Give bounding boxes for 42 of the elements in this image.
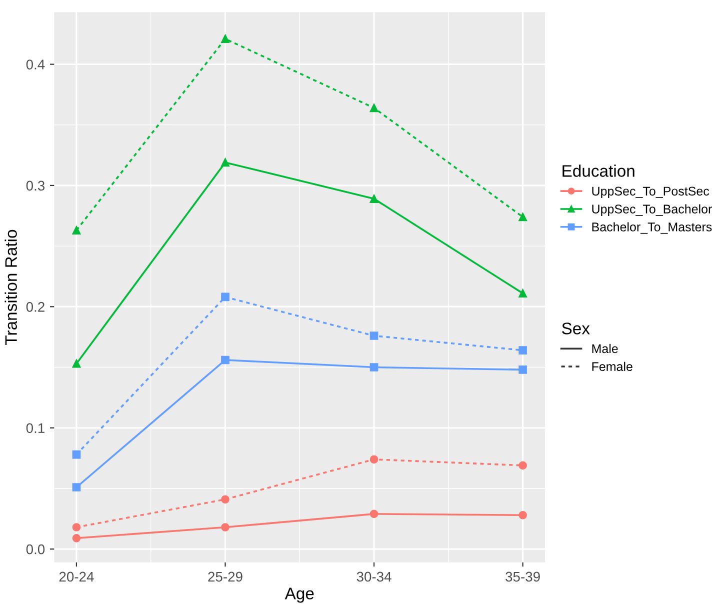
- point: [72, 226, 81, 234]
- text: Male: [592, 344, 618, 354]
- x-tick-label: 25-29: [208, 572, 242, 582]
- legend-label: Bachelor_To_Masters: [592, 222, 712, 234]
- point: [370, 194, 378, 203]
- point: [221, 158, 230, 167]
- point: [221, 356, 230, 364]
- point: [72, 483, 81, 492]
- y-tick-label: 0.1: [26, 423, 44, 434]
- legend-label: UppSec_To_Bachelor: [592, 204, 712, 216]
- x-tick-label: 20-24: [59, 572, 94, 582]
- x-axis-title: Age: [284, 588, 314, 603]
- point: [370, 455, 378, 464]
- point: [518, 346, 527, 354]
- y-axis-title: Transition Ratio: [4, 230, 17, 345]
- point: [221, 495, 230, 504]
- point: [518, 366, 527, 374]
- y-tick-label: 0.2: [26, 302, 44, 312]
- point: [221, 523, 230, 532]
- point: [72, 534, 81, 542]
- point: [72, 359, 81, 368]
- x-tick-label: 30-34: [356, 572, 392, 582]
- point: [221, 292, 230, 302]
- point: [518, 461, 527, 470]
- x-tick-label: 35-39: [506, 572, 540, 582]
- y-tick-label: 0.3: [26, 180, 45, 191]
- y-tick-label: 0.0: [26, 544, 45, 554]
- point: [72, 523, 81, 532]
- point: [518, 510, 527, 520]
- legend-label: UppSec_To_PostSec: [592, 186, 710, 198]
- point: [518, 289, 527, 298]
- y-tick-label: 0.4: [26, 60, 45, 70]
- point: [370, 332, 378, 340]
- point: [370, 104, 378, 112]
- legend-title: Education: [562, 164, 634, 177]
- text: Female: [592, 362, 632, 372]
- point: [221, 34, 230, 43]
- point: [370, 510, 378, 518]
- point: [72, 450, 81, 459]
- point: [518, 212, 527, 222]
- point: [370, 363, 378, 372]
- text: Sex: [562, 322, 590, 334]
